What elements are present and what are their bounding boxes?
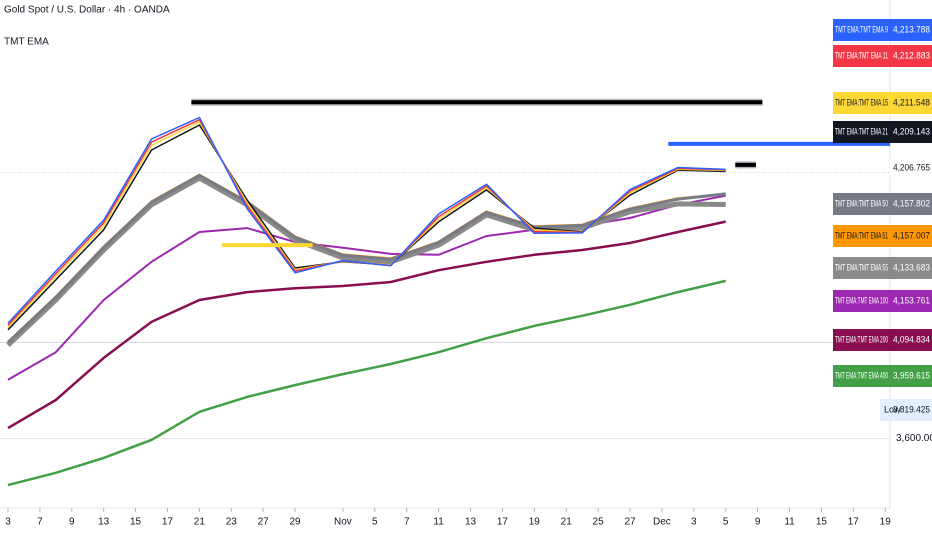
x-tick-label: 13 <box>98 517 110 528</box>
legend-name: TMT EMA:TMT EMA 21 <box>835 126 888 136</box>
value-box <box>890 290 932 312</box>
ema-line <box>7 220 726 430</box>
value-box <box>890 92 932 114</box>
x-tick-label: 11 <box>433 517 444 528</box>
x-tick-label: 5 <box>723 517 729 528</box>
value-box <box>890 45 932 67</box>
legend-name-box <box>833 257 890 279</box>
x-tick-label: 7 <box>37 517 43 528</box>
legend-name: TMT EMA:TMT EMA 11 <box>835 50 888 60</box>
legend-name: TMT EMA:TMT EMA 9 <box>835 24 888 34</box>
legend-name-box <box>833 193 890 215</box>
ema-line <box>6 173 726 344</box>
x-tick-label: Dec <box>653 517 671 528</box>
x-tick-label: 27 <box>624 517 636 528</box>
x-tick-label: Nov <box>334 517 352 528</box>
value-box <box>890 121 932 143</box>
legend-name-box <box>833 225 890 247</box>
value-box <box>890 257 932 279</box>
value-box <box>890 365 932 387</box>
x-tick-label: 13 <box>465 517 477 528</box>
x-tick-label: 15 <box>130 517 142 528</box>
legend-name-box <box>833 19 890 41</box>
x-tick-label: 17 <box>497 517 509 528</box>
low-label: 3,819.425 <box>893 404 930 414</box>
value-box <box>890 225 932 247</box>
ema-line <box>6 175 726 348</box>
x-tick-label: 7 <box>404 517 410 528</box>
legend-name-box <box>833 45 890 67</box>
x-tick-label: 5 <box>372 517 378 528</box>
low-name: Low <box>884 404 901 414</box>
x-tick-label: 3 <box>691 517 697 528</box>
legend-name-box <box>833 121 890 143</box>
indicator-name: TMT EMA <box>4 37 49 48</box>
value-label: 3,959.615 <box>893 370 930 380</box>
y-tick-label: 3,600.000 <box>896 433 932 444</box>
legend-name-box <box>833 365 890 387</box>
legend-name: TMT EMA:TMT EMA 200 <box>835 334 888 344</box>
legend-name-box <box>833 329 890 351</box>
x-tick-label: 9 <box>755 517 761 528</box>
legend-name: TMT EMA:TMT EMA 100 <box>835 295 888 305</box>
x-tick-label: 29 <box>290 517 302 528</box>
value-label: 4,213.788 <box>893 24 930 34</box>
low-box <box>880 399 932 421</box>
value-label: 4,211.548 <box>893 97 930 107</box>
value-box <box>890 19 932 41</box>
x-tick-label: 11 <box>784 517 795 528</box>
value-box <box>890 329 932 351</box>
value-label: 4,094.834 <box>893 334 930 344</box>
x-tick-label: 19 <box>529 517 541 528</box>
ema-line <box>7 116 726 324</box>
x-tick-label: 23 <box>226 517 238 528</box>
value-label: 4,157.802 <box>893 198 930 208</box>
legend-name: TMT EMA:TMT EMA 51 <box>835 230 888 240</box>
last-price-box <box>890 157 932 179</box>
legend-name-box <box>833 290 890 312</box>
x-tick-label: 17 <box>162 517 174 528</box>
x-tick-label: 21 <box>561 517 573 528</box>
value-box <box>890 193 932 215</box>
value-label: 4,133.683 <box>893 262 930 272</box>
value-label: 4,157.007 <box>893 230 930 240</box>
legend-name: TMT EMA:TMT EMA 400 <box>835 370 888 380</box>
legend-name: TMT EMA:TMT EMA 55 <box>835 262 888 272</box>
legend-name-box <box>833 92 890 114</box>
x-tick-label: 19 <box>880 517 892 528</box>
legend-name: TMT EMA:TMT EMA 15 <box>835 97 888 107</box>
x-tick-label: 9 <box>69 517 75 528</box>
x-tick-label: 15 <box>816 517 828 528</box>
x-tick-label: 27 <box>258 517 270 528</box>
legend-name: TMT EMA:TMT EMA 50 <box>835 198 888 208</box>
x-tick-label: 25 <box>593 517 605 528</box>
value-label: 4,153.761 <box>893 295 930 305</box>
x-tick-label: 17 <box>848 517 860 528</box>
last-price-label: 4,206.765 <box>893 162 930 172</box>
x-tick-label: 21 <box>194 517 206 528</box>
ema-line <box>7 279 726 487</box>
chart-title: Gold Spot / U.S. Dollar · 4h · OANDA <box>4 5 170 16</box>
value-label: 4,209.143 <box>893 126 930 136</box>
value-label: 4,212.883 <box>893 50 930 60</box>
x-tick-label: 3 <box>5 517 11 528</box>
